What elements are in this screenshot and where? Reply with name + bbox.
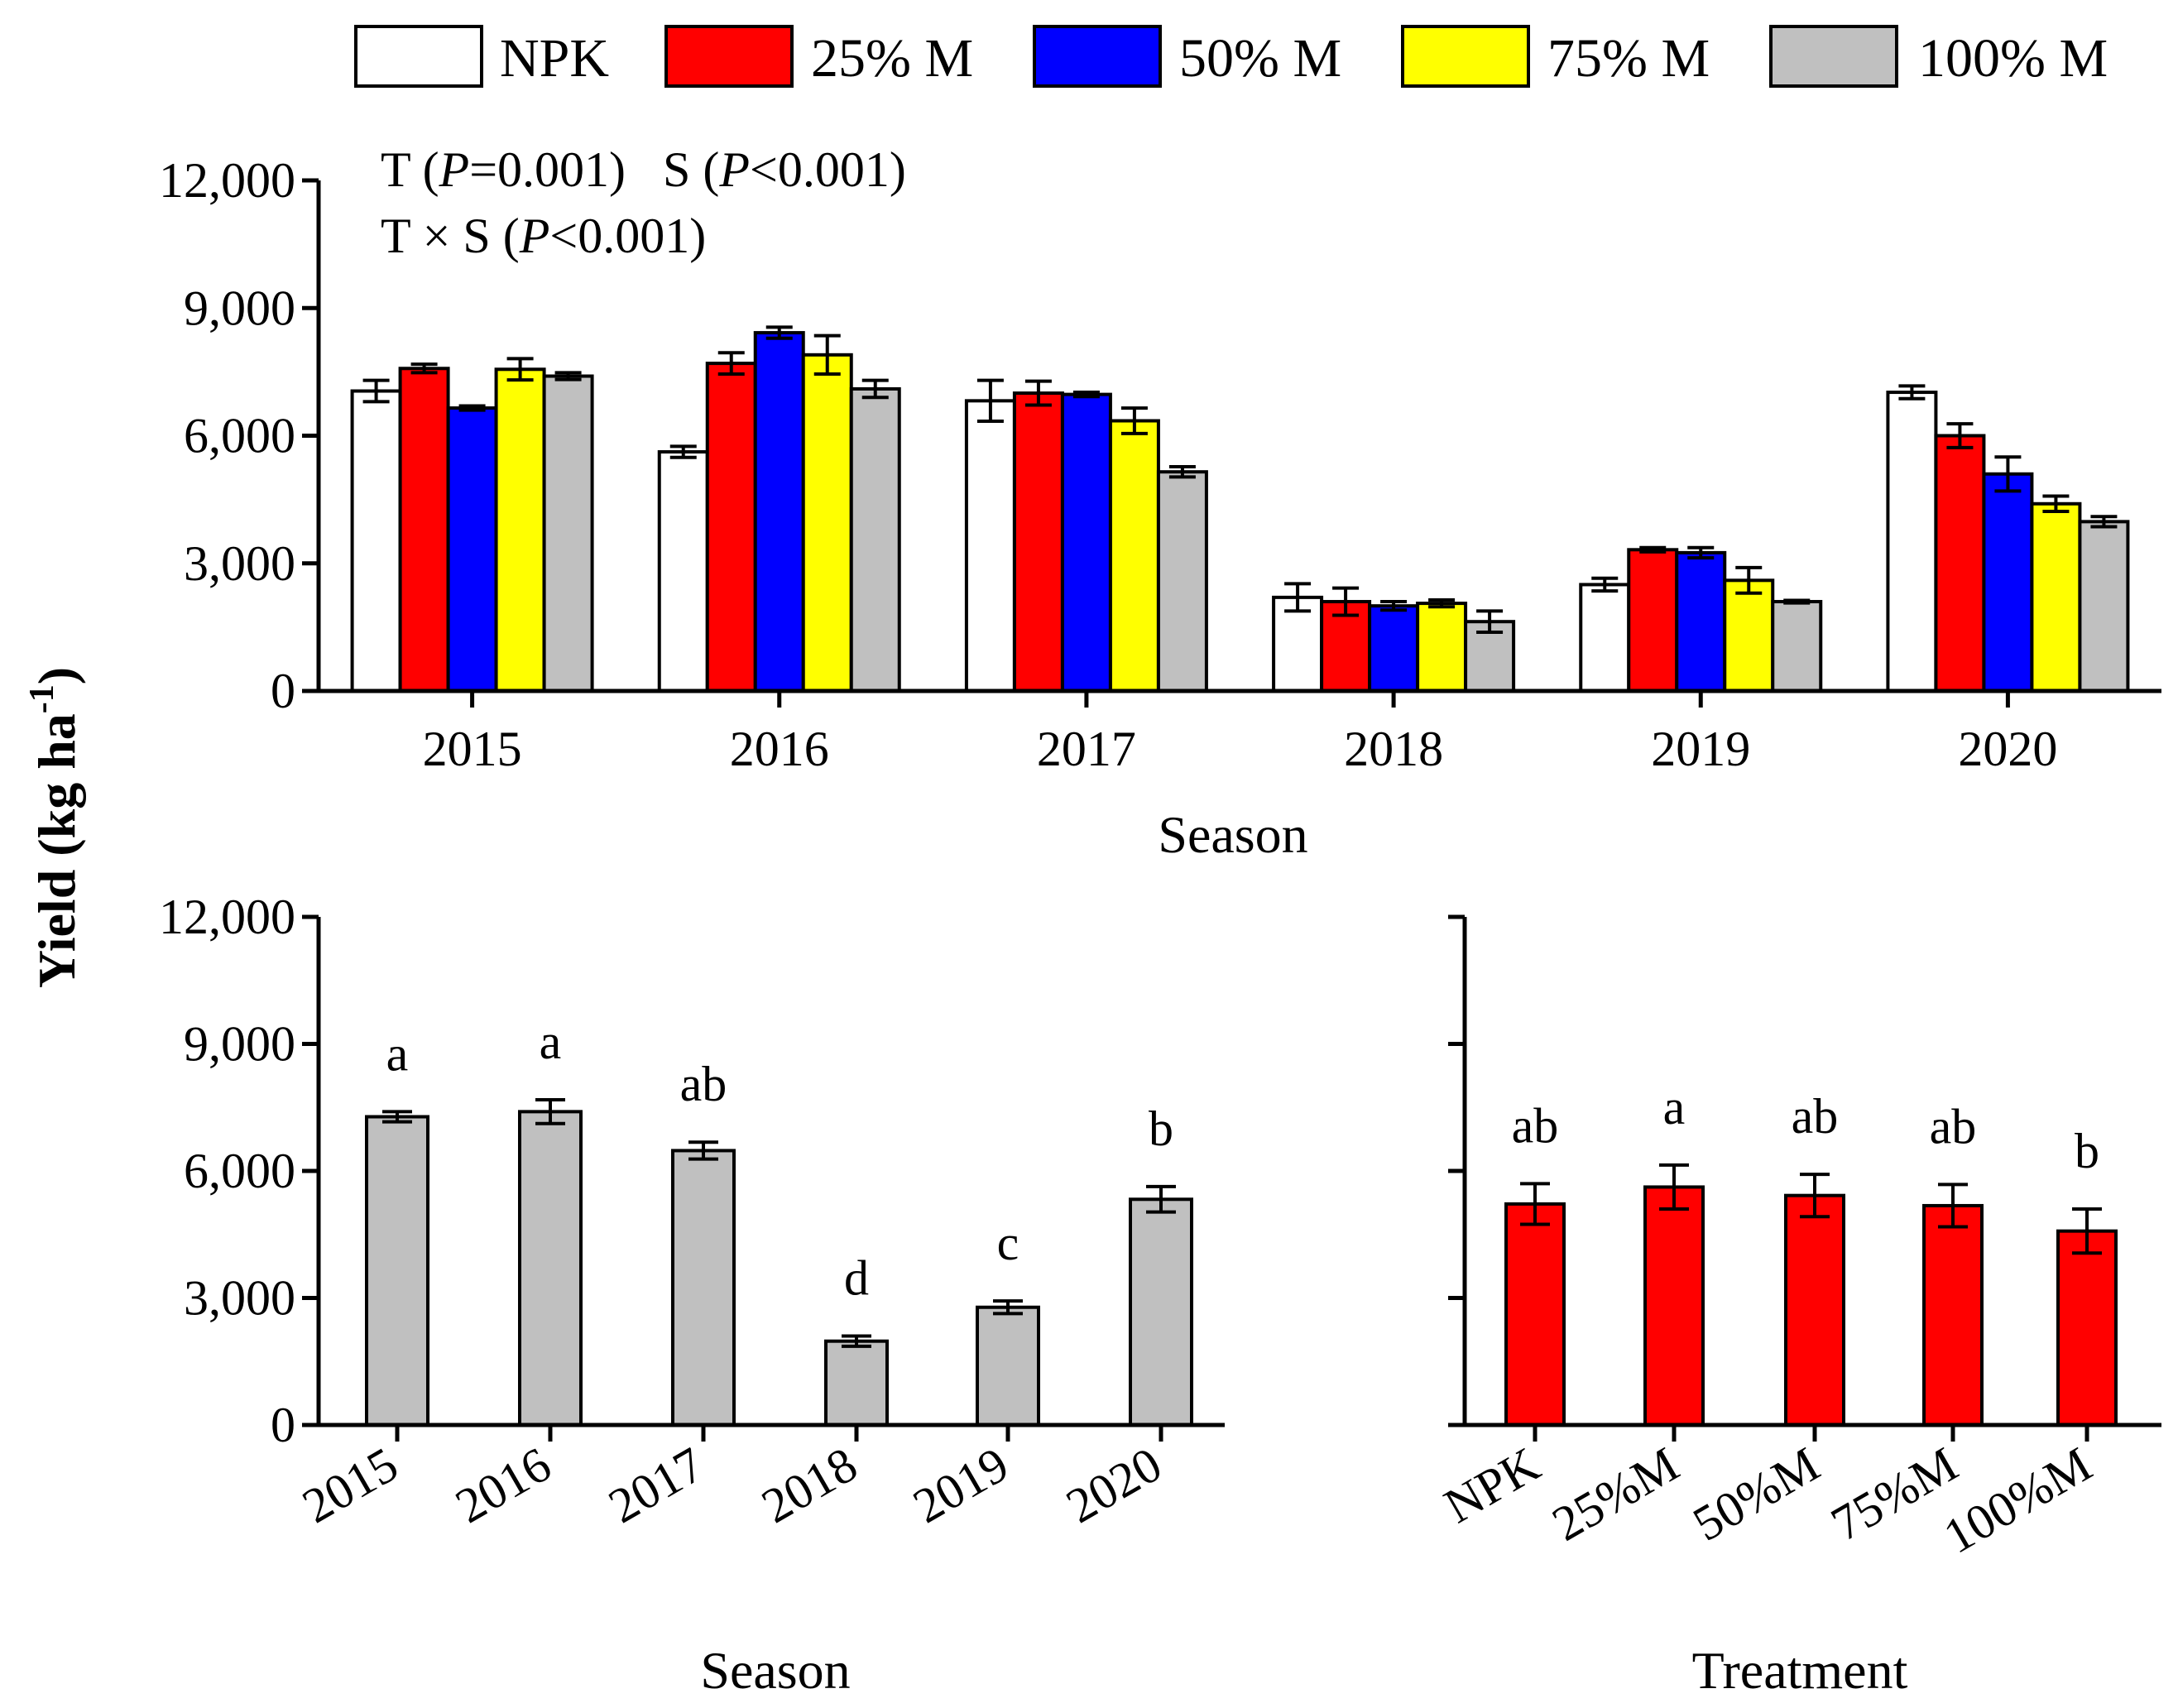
stat-t-label: T (: [381, 142, 439, 197]
bar-2020-25m: [1934, 434, 1986, 693]
stat-ts-p: P: [519, 209, 550, 263]
legend-swatch-25m: [664, 25, 794, 88]
stat-t-value: =0.001): [469, 142, 626, 197]
bar-2019-50m: [1675, 550, 1727, 693]
stat-t-p: P: [439, 142, 470, 197]
treatment-letter-75m: ab: [1930, 1099, 1977, 1154]
x-tick-label-top-2015: 2015: [423, 722, 522, 776]
x-tick-label-top-2020: 2020: [1958, 722, 2057, 776]
x-tick-label-top-2017: 2017: [1037, 722, 1136, 776]
treatment-bar-25m: [1643, 1185, 1705, 1427]
bar-2015-50m: [446, 406, 498, 693]
treatment-letter-25m: a: [1663, 1080, 1686, 1135]
top-y-tick-label: 6,000: [184, 409, 295, 463]
bar-2016-100m: [849, 386, 901, 693]
season-letter-2015: a: [386, 1026, 409, 1081]
treatment-bar-npk: [1504, 1202, 1566, 1427]
season-letter-2019: c: [997, 1216, 1019, 1270]
legend-swatch-100m: [1769, 25, 1898, 88]
treatment-bar-75m: [1922, 1203, 1984, 1427]
bar-2015-25m: [398, 367, 450, 693]
season-y-tick-label: 9,000: [184, 1017, 295, 1072]
treatment-letter-npk: ab: [1512, 1098, 1559, 1153]
season-bar-2015: [365, 1115, 429, 1427]
bar-2020-75m: [2030, 501, 2082, 693]
bar-2015-100m: [542, 374, 594, 693]
y-axis-title: Yield (kg ha-1): [23, 667, 86, 988]
season-y-tick-label: 12,000: [159, 890, 295, 944]
legend-label-75m: 75% M: [1547, 28, 1710, 89]
x-axis-title-bottom-right: Treatment: [1692, 1641, 1908, 1700]
season-letter-2020: b: [1149, 1101, 1173, 1156]
legend-swatch-npk: [354, 25, 483, 88]
legend-label-25m: 25% M: [811, 28, 973, 89]
legend: NPK 25% M 50% M 75% M 100% M: [354, 25, 2108, 89]
stat-ts-value: <0.001): [549, 209, 706, 263]
bar-2016-npk: [657, 450, 709, 693]
x-tick-label-top-2018: 2018: [1344, 722, 1443, 776]
legend-swatch-50m: [1033, 25, 1162, 88]
stats-line-2: T × S (P<0.001): [381, 209, 706, 263]
season-letter-2018: d: [844, 1251, 869, 1306]
bar-2015-75m: [494, 367, 546, 693]
x-tick-label-top-2016: 2016: [730, 722, 829, 776]
legend-swatch-75m: [1401, 25, 1530, 88]
stat-s-label: S (: [663, 142, 719, 197]
panel-season-means: a2015a2016ab2017d2018c2019b202003,0006,0…: [159, 890, 1225, 1533]
bar-2016-50m: [753, 331, 805, 693]
y-axis-title-sup: -1: [23, 684, 61, 713]
treatment-letter-100m: b: [2075, 1124, 2099, 1178]
bar-2017-25m: [1012, 391, 1064, 693]
y-axis-title-main: Yield (kg ha: [27, 713, 86, 988]
season-bar-2017: [671, 1149, 736, 1427]
season-y-tick-label: 6,000: [184, 1144, 295, 1198]
season-bar-2020: [1129, 1197, 1193, 1427]
season-letter-2017: ab: [680, 1057, 727, 1111]
bar-2018-75m: [1416, 602, 1468, 693]
panel-top-grouped-bars: 2015 2016 2017 2018 2019 2020 0 3,000 6,000 9,000…: [159, 153, 2161, 776]
stat-s-p: P: [718, 142, 750, 197]
season-bar-2016: [518, 1110, 583, 1427]
season-bar-2018: [824, 1339, 889, 1427]
bar-2015-npk: [350, 389, 402, 693]
top-y-tick-label: 9,000: [184, 281, 295, 335]
season-bar-2019: [976, 1305, 1040, 1427]
x-tick-label-top-2019: 2019: [1651, 722, 1750, 776]
legend-label-npk: NPK: [500, 28, 609, 89]
bar-2017-50m: [1060, 392, 1112, 693]
top-y-tick-label: 0: [271, 664, 295, 718]
season-letter-2016: a: [540, 1015, 562, 1069]
bar-2017-75m: [1108, 419, 1160, 693]
top-y-tick-label: 12,000: [159, 153, 295, 208]
bar-2016-75m: [801, 353, 853, 693]
legend-label-50m: 50% M: [1179, 28, 1341, 89]
legend-label-100m: 100% M: [1918, 28, 2108, 89]
stat-ts-label: T × S (: [381, 209, 520, 263]
bar-2018-50m: [1368, 604, 1420, 693]
bar-2020-npk: [1886, 391, 1938, 693]
treatment-bar-50m: [1784, 1193, 1845, 1427]
bar-2019-npk: [1579, 583, 1631, 693]
bar-2017-100m: [1156, 470, 1208, 693]
bar-2020-100m: [2078, 520, 2130, 693]
bar-2016-25m: [705, 362, 757, 693]
stat-s-value: <0.001): [750, 142, 906, 197]
y-axis-title-close: ): [27, 667, 86, 684]
bar-2019-75m: [1723, 578, 1775, 693]
x-axis-title-bottom-left: Season: [700, 1641, 850, 1700]
stats-line-1: T (P=0.001) S (P<0.001): [381, 142, 906, 197]
season-y-tick-label: 3,000: [184, 1271, 295, 1326]
x-axis-title-top: Season: [1158, 805, 1307, 864]
bar-2017-npk: [964, 399, 1016, 693]
treatment-bar-100m: [2056, 1229, 2118, 1427]
season-y-tick-label: 0: [271, 1398, 295, 1452]
bar-2020-50m: [1982, 472, 2034, 693]
treatment-letter-50m: ab: [1792, 1089, 1839, 1144]
top-y-tick-label: 3,000: [184, 536, 295, 591]
bar-2019-25m: [1627, 548, 1679, 693]
bar-2019-100m: [1771, 600, 1823, 693]
